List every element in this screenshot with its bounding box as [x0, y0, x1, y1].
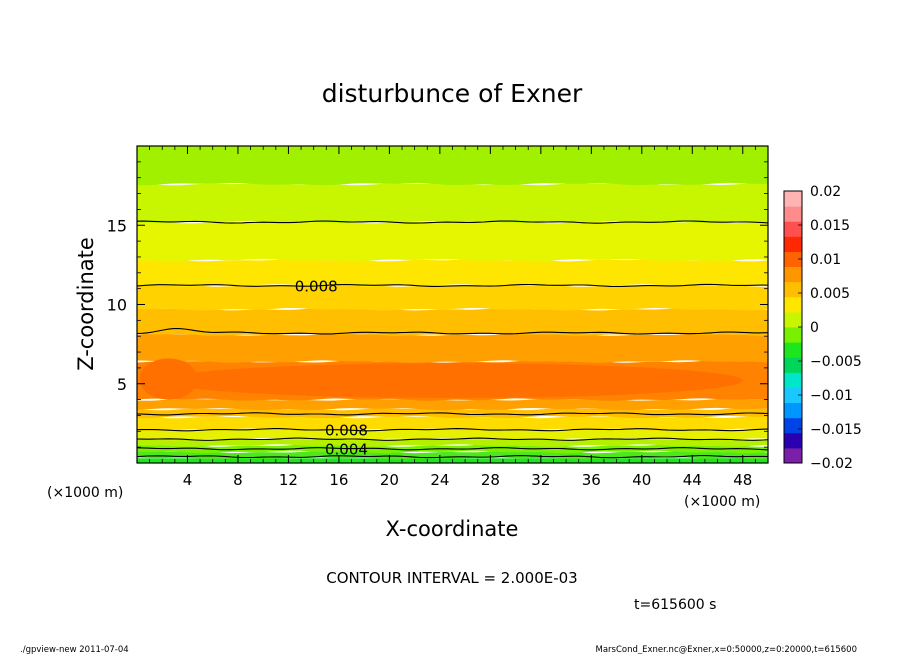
footer-right: MarsCond_Exner.nc@Exner,x=0:50000,z=0:20…: [595, 645, 857, 654]
colorbar-segment-15: [784, 221, 802, 237]
band-9: [137, 333, 768, 363]
y-axis-label: Z-coordinate: [74, 237, 98, 371]
colorbar-segment-16: [784, 206, 802, 222]
contour-line-1: [137, 447, 768, 451]
plot-area: [137, 146, 768, 463]
footer-left: ./gpview-new 2011-07-04: [20, 645, 129, 654]
colorbar-segment-1: [784, 432, 802, 449]
colorbar-tick-label-0: 0.02: [810, 184, 841, 200]
contour-line-7: [137, 220, 768, 224]
x-tick-label-9: 40: [632, 471, 651, 489]
x-tick-label-4: 20: [380, 471, 399, 489]
x-tick-label-7: 32: [531, 471, 550, 489]
x-tick-label-1: 8: [233, 471, 243, 489]
x-unit-right: (×1000 m): [684, 494, 760, 510]
y-tick-label-0: 5: [117, 375, 127, 394]
contour-line-3: [137, 428, 768, 432]
contour-line-5: [137, 328, 768, 335]
contour-label-3: 0.008: [325, 422, 368, 440]
contour-interval-text: CONTOUR INTERVAL = 2.000E-03: [326, 569, 577, 587]
band-1: [137, 450, 768, 460]
colorbar-tick-label-5: −0.005: [810, 354, 862, 370]
band-15: [137, 146, 768, 186]
colorbar: [783, 190, 803, 464]
colorbar-segment-10: [784, 296, 802, 313]
contour-line-6: [137, 283, 768, 288]
colorbar-segment-2: [784, 417, 802, 434]
colorbar-segment-14: [784, 236, 802, 252]
time-text: t=615600 s: [634, 597, 716, 613]
colorbar-segment-6: [784, 357, 802, 373]
colorbar-segment-0: [784, 447, 802, 464]
contour-label-6: 0.008: [295, 277, 338, 295]
colorbar-tick-label-7: −0.015: [810, 422, 862, 438]
x-tick-label-10: 44: [683, 471, 702, 489]
colorbar-segment-11: [784, 281, 802, 298]
colorbar-segment-17: [784, 191, 802, 207]
band-7: [137, 398, 768, 411]
colorbar-tick-label-1: 0.015: [810, 218, 850, 234]
x-tick-label-2: 12: [279, 471, 298, 489]
colorbar-tick-label-3: 0.005: [810, 286, 850, 302]
y-tick-label-2: 15: [107, 216, 127, 235]
band-12: [137, 258, 768, 287]
contour-line-0: [137, 455, 768, 459]
colorbar-segment-3: [784, 402, 802, 419]
colorbar-tick-label-8: −0.02: [810, 456, 853, 472]
band-14: [137, 182, 768, 224]
contour-line-4: [137, 412, 768, 416]
colorbar-tick-label-2: 0.01: [810, 252, 841, 268]
x-tick-label-5: 24: [430, 471, 449, 489]
contour-line-2: [137, 437, 768, 441]
colorbar-segment-7: [784, 342, 802, 358]
colorbar-segment-13: [784, 251, 802, 268]
chart-title: disturbunce of Exner: [322, 79, 583, 108]
band-3: [137, 438, 768, 447]
band-5: [137, 415, 768, 431]
colorbar-tick-label-4: 0: [810, 320, 819, 336]
x-tick-label-3: 16: [329, 471, 348, 489]
core-region-1: [162, 363, 743, 399]
colorbar-segment-4: [784, 387, 802, 404]
x-unit-left: (×1000 m): [47, 485, 123, 501]
colorbar-segment-5: [784, 372, 802, 388]
band-4: [137, 428, 768, 441]
band-11: [137, 284, 768, 311]
colorbar-segment-12: [784, 266, 802, 283]
x-tick-label-6: 28: [481, 471, 500, 489]
contour-label-1: 0.004: [325, 441, 368, 459]
band-13: [137, 220, 768, 262]
y-tick-label-1: 10: [107, 296, 127, 315]
colorbar-tick-label-6: −0.01: [810, 388, 853, 404]
colorbar-segment-9: [784, 311, 802, 328]
x-axis-label: X-coordinate: [386, 517, 519, 541]
x-tick-label-8: 36: [582, 471, 601, 489]
x-tick-label-0: 4: [183, 471, 193, 489]
colorbar-segment-8: [784, 327, 802, 343]
band-10: [137, 308, 768, 336]
x-tick-label-11: 48: [733, 471, 752, 489]
